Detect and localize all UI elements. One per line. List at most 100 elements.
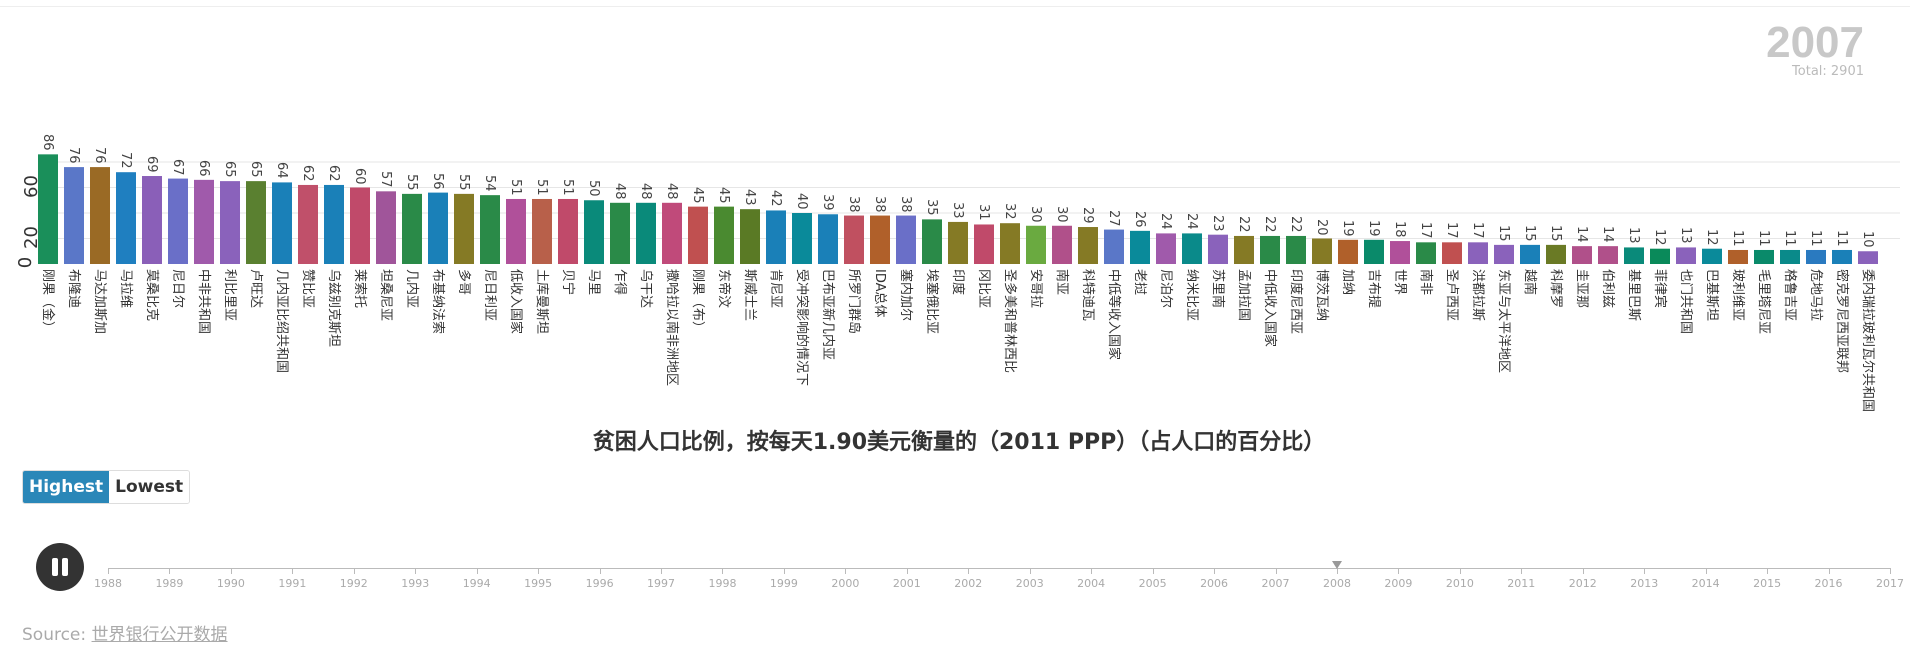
timeline-year-label[interactable]: 1995 xyxy=(524,577,553,590)
bar[interactable] xyxy=(376,191,396,264)
bar[interactable] xyxy=(64,167,84,264)
bar[interactable] xyxy=(1338,239,1358,264)
bar[interactable] xyxy=(870,215,890,264)
bar[interactable] xyxy=(1858,251,1878,264)
bar[interactable] xyxy=(1468,242,1488,264)
bar[interactable] xyxy=(1312,238,1332,265)
timeline-year-label[interactable]: 1993 xyxy=(401,577,430,590)
timeline-year-label[interactable]: 2000 xyxy=(831,577,860,590)
bar[interactable] xyxy=(1676,247,1696,264)
bar[interactable] xyxy=(142,176,162,264)
timeline-year-label[interactable]: 2012 xyxy=(1568,577,1597,590)
timeline-year-label[interactable]: 2016 xyxy=(1814,577,1843,590)
bar[interactable] xyxy=(1520,244,1540,264)
timeline-year-label[interactable]: 2010 xyxy=(1445,577,1474,590)
bar[interactable] xyxy=(1702,248,1722,264)
bar[interactable] xyxy=(194,179,214,264)
timeline-year-label[interactable]: 2009 xyxy=(1384,577,1413,590)
bar[interactable] xyxy=(506,198,526,264)
bar[interactable] xyxy=(1650,248,1670,264)
timeline-year-label[interactable]: 1996 xyxy=(585,577,614,590)
timeline-year-label[interactable]: 1992 xyxy=(339,577,368,590)
bar[interactable] xyxy=(1130,230,1150,264)
bar[interactable] xyxy=(584,200,604,264)
timeline-year-label[interactable]: 1988 xyxy=(94,577,122,590)
lowest-button[interactable]: Lowest xyxy=(109,471,190,503)
bar[interactable] xyxy=(532,198,552,264)
bar[interactable] xyxy=(90,167,110,264)
timeline-year-label[interactable]: 1990 xyxy=(216,577,245,590)
bar[interactable] xyxy=(1156,233,1176,264)
bar[interactable] xyxy=(1832,249,1852,264)
bar[interactable] xyxy=(168,178,188,264)
timeline-year-label[interactable]: 2004 xyxy=(1077,577,1106,590)
timeline-year-label[interactable]: 1994 xyxy=(462,577,491,590)
bar[interactable] xyxy=(1182,233,1202,264)
bar[interactable] xyxy=(948,221,968,264)
bar[interactable] xyxy=(1572,246,1592,264)
bar[interactable] xyxy=(714,206,734,264)
bar[interactable] xyxy=(402,193,422,264)
bar[interactable] xyxy=(610,202,630,264)
bar[interactable] xyxy=(1598,246,1618,264)
bar[interactable] xyxy=(1364,239,1384,264)
timeline-year-label[interactable]: 1998 xyxy=(708,577,737,590)
bar[interactable] xyxy=(298,184,318,264)
bar[interactable] xyxy=(1000,223,1020,264)
bar[interactable] xyxy=(38,154,58,264)
timeline-marker[interactable] xyxy=(1331,561,1342,569)
bar[interactable] xyxy=(116,172,136,264)
bar[interactable] xyxy=(922,219,942,264)
bar[interactable] xyxy=(454,193,474,264)
bar[interactable] xyxy=(428,192,448,264)
bar[interactable] xyxy=(1624,247,1644,264)
timeline-year-label[interactable]: 1999 xyxy=(769,577,798,590)
timeline-year-label[interactable]: 2003 xyxy=(1015,577,1044,590)
bar[interactable] xyxy=(1208,234,1228,264)
timeline-year-label[interactable]: 2014 xyxy=(1691,577,1720,590)
bar[interactable] xyxy=(1234,235,1254,264)
bar[interactable] xyxy=(1780,249,1800,264)
timeline-year-label[interactable]: 2005 xyxy=(1138,577,1167,590)
bar[interactable] xyxy=(480,195,500,264)
timeline-year-label[interactable]: 2013 xyxy=(1630,577,1659,590)
bar[interactable] xyxy=(896,215,916,264)
bar[interactable] xyxy=(1728,249,1748,264)
bar[interactable] xyxy=(1390,241,1410,264)
bar[interactable] xyxy=(1494,244,1514,264)
timeline-year-label[interactable]: 2002 xyxy=(954,577,983,590)
bar[interactable] xyxy=(818,214,838,264)
bar[interactable] xyxy=(688,206,708,264)
timeline-year-label[interactable]: 2015 xyxy=(1753,577,1782,590)
source-link[interactable]: 世界银行公开数据 xyxy=(91,625,228,645)
highest-button[interactable]: Highest xyxy=(23,471,110,503)
bar[interactable] xyxy=(1442,242,1462,264)
bar[interactable] xyxy=(1806,249,1826,264)
timeline-year-label[interactable]: 2017 xyxy=(1876,577,1904,590)
timeline-year-label[interactable]: 1989 xyxy=(155,577,184,590)
bar[interactable] xyxy=(740,209,760,264)
bar[interactable] xyxy=(1104,229,1124,264)
bar[interactable] xyxy=(1286,235,1306,264)
bar[interactable] xyxy=(636,202,656,264)
bar[interactable] xyxy=(662,202,682,264)
bar[interactable] xyxy=(1260,235,1280,264)
timeline-year-label[interactable]: 2008 xyxy=(1322,577,1351,590)
bar[interactable] xyxy=(844,215,864,264)
pause-button[interactable] xyxy=(36,543,84,591)
bar[interactable] xyxy=(350,187,370,265)
timeline-year-label[interactable]: 1991 xyxy=(278,577,307,590)
timeline-year-label[interactable]: 2006 xyxy=(1200,577,1229,590)
bar[interactable] xyxy=(558,198,578,264)
bar[interactable] xyxy=(220,181,240,264)
timeline-year-label[interactable]: 2011 xyxy=(1507,577,1536,590)
bar[interactable] xyxy=(974,224,994,264)
bar[interactable] xyxy=(766,210,786,264)
timeline-slider[interactable] xyxy=(108,568,1890,569)
bar[interactable] xyxy=(324,184,344,264)
bar[interactable] xyxy=(1052,225,1072,264)
bar[interactable] xyxy=(1754,249,1774,264)
timeline-year-label[interactable]: 2001 xyxy=(892,577,921,590)
timeline-year-label[interactable]: 1997 xyxy=(647,577,676,590)
timeline-year-label[interactable]: 2007 xyxy=(1261,577,1290,590)
